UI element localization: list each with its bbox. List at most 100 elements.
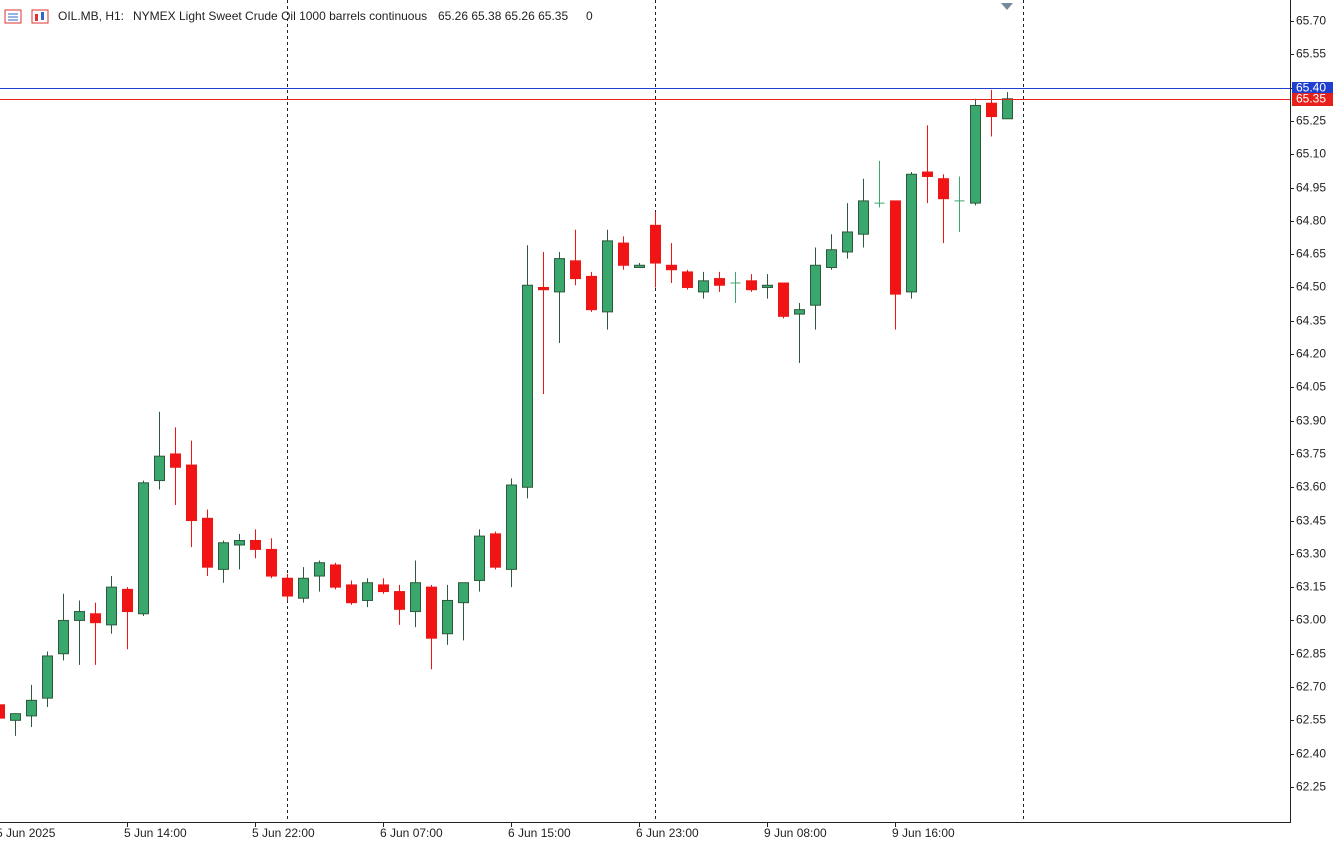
quote: 65.26 65.38 65.26 65.35 — [438, 9, 568, 23]
candle-body — [202, 517, 213, 568]
candle-body — [442, 599, 453, 635]
header-icons — [4, 9, 49, 24]
candle-body — [618, 242, 629, 266]
candle-body — [298, 577, 309, 599]
candle-body — [330, 564, 341, 588]
icon — [35, 14, 38, 21]
x-tick-label: 5 Jun 2025 — [0, 826, 56, 840]
candle-body — [234, 540, 245, 546]
candle-body — [938, 178, 949, 200]
price-label: 65.40 — [1296, 81, 1326, 95]
candle-body — [74, 611, 85, 621]
candle-body — [314, 562, 325, 577]
x-tick-label: 6 Jun 07:00 — [380, 826, 443, 840]
y-tick-label: 62.40 — [1296, 747, 1326, 761]
candle-body — [970, 104, 981, 204]
candle-body — [650, 224, 661, 264]
y-tick-label: 63.30 — [1296, 547, 1326, 561]
candle-body — [154, 455, 165, 482]
candle-body — [698, 280, 709, 293]
candle-body — [42, 655, 53, 699]
candle-body — [90, 613, 101, 624]
candle-body — [1002, 98, 1013, 120]
candle-body — [186, 464, 197, 522]
y-tick-label: 62.85 — [1296, 647, 1326, 661]
candle-body — [410, 582, 421, 613]
icon — [31, 9, 49, 24]
description: NYMEX Light Sweet Crude Oil 1000 barrels… — [133, 9, 427, 23]
candle-body — [906, 173, 917, 293]
candle-body — [218, 542, 229, 570]
price-label: 65.35 — [1296, 92, 1326, 106]
y-tick-label: 65.70 — [1296, 14, 1326, 28]
y-tick-label: 64.65 — [1296, 247, 1326, 261]
y-tick-label: 64.80 — [1296, 214, 1326, 228]
volume: 0 — [586, 9, 593, 23]
candle-body — [986, 102, 997, 118]
symbol: OIL.MB, H1: — [58, 9, 124, 23]
candle-body — [426, 586, 437, 639]
candle-body — [858, 200, 869, 235]
y-tick-label: 63.45 — [1296, 514, 1326, 528]
candle-body — [506, 484, 517, 570]
y-tick-label: 63.15 — [1296, 580, 1326, 594]
candle-body — [122, 588, 133, 613]
price-label-box — [1292, 82, 1333, 95]
candle-body — [266, 548, 277, 577]
y-tick-label: 63.90 — [1296, 414, 1326, 428]
y-tick-label: 64.05 — [1296, 380, 1326, 394]
candle-body — [826, 249, 837, 268]
candle-body — [746, 280, 757, 291]
candle-body — [922, 171, 933, 177]
candle-body — [362, 582, 373, 601]
x-tick-label: 9 Jun 08:00 — [764, 826, 827, 840]
candle-body — [138, 482, 149, 615]
y-tick-label: 65.10 — [1296, 147, 1326, 161]
candle-body — [458, 582, 469, 604]
candle-body — [538, 286, 549, 291]
candle-body — [170, 453, 181, 468]
candle-body — [282, 577, 293, 597]
candle-body — [106, 586, 117, 626]
candle-body — [810, 264, 821, 306]
x-tick-label: 6 Jun 23:00 — [636, 826, 699, 840]
candle-body — [666, 264, 677, 271]
candle-body — [842, 231, 853, 253]
candle-body — [554, 258, 565, 293]
candle-body — [490, 533, 501, 568]
candle-body — [58, 619, 69, 655]
candle-body — [250, 540, 261, 550]
candle-body — [378, 584, 389, 593]
candle-body — [522, 284, 533, 488]
icon — [41, 12, 44, 20]
y-tick-label: 64.95 — [1296, 181, 1326, 195]
x-tick-label: 5 Jun 22:00 — [252, 826, 315, 840]
candle-body — [394, 591, 405, 610]
candle-body — [778, 282, 789, 317]
y-tick-label: 62.25 — [1296, 780, 1326, 794]
candle-body — [890, 200, 901, 295]
candle-body — [570, 260, 581, 280]
candle-body — [602, 240, 613, 313]
candle-body — [634, 264, 645, 268]
y-tick-label: 62.55 — [1296, 713, 1326, 727]
y-tick-label: 64.35 — [1296, 314, 1326, 328]
candle-body — [346, 584, 357, 604]
y-tick-label: 63.00 — [1296, 613, 1326, 627]
candle-body — [682, 271, 693, 288]
candle-body — [762, 284, 773, 288]
y-tick-label: 64.20 — [1296, 347, 1326, 361]
x-tick-label: 5 Jun 14:00 — [124, 826, 187, 840]
candle-body — [0, 704, 5, 719]
price-label-box — [1292, 93, 1333, 106]
x-tick-label: 6 Jun 15:00 — [508, 826, 571, 840]
candle-body — [714, 278, 725, 286]
candle-body — [586, 275, 597, 311]
candle-body — [474, 535, 485, 581]
y-tick-label: 63.60 — [1296, 480, 1326, 494]
x-tick-label: 9 Jun 16:00 — [892, 826, 955, 840]
y-tick-label: 65.25 — [1296, 114, 1326, 128]
y-tick-label: 64.50 — [1296, 280, 1326, 294]
